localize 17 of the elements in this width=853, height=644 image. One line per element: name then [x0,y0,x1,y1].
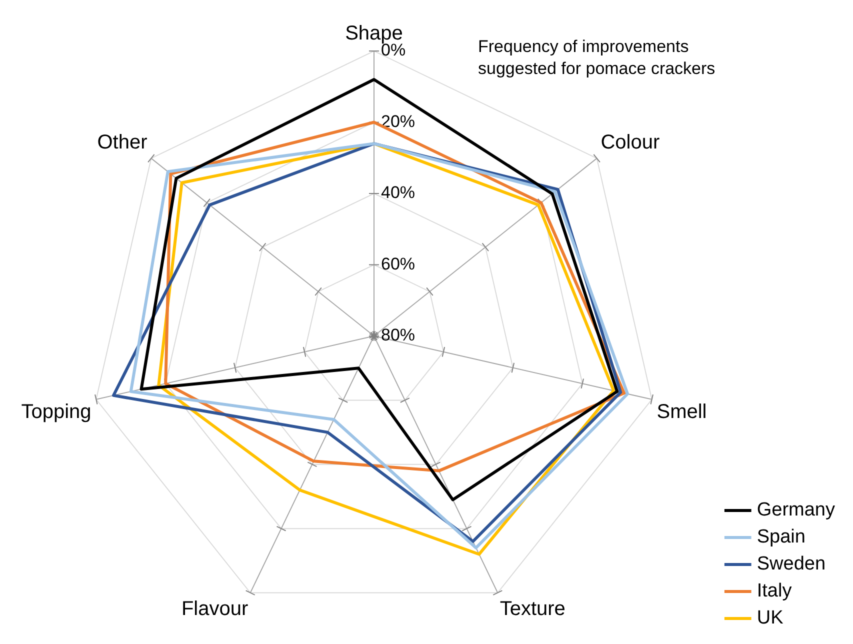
spoke-label: Topping [21,401,92,424]
legend-label: Germany [756,500,836,521]
y-tick-label: 20% [381,112,416,131]
y-tick-label: 60% [381,254,416,274]
spoke-label: Texture [500,598,566,620]
y-tick-label: 40% [381,183,416,202]
legend-label: UK [756,608,784,629]
legend-label: Italy [756,580,792,602]
spoke-label: Smell [656,401,707,424]
y-tick-label: 80% [381,326,416,345]
spoke-label: Shape [345,22,403,45]
spoke-label: Other [97,132,148,154]
legend-label: Spain [756,526,806,548]
spoke-label: Flavour [181,598,248,620]
spoke-label: Colour [600,132,660,154]
text: Frequency of improvements suggested for pomace crackers [478,36,716,80]
legend-label: Sweden [756,554,826,575]
